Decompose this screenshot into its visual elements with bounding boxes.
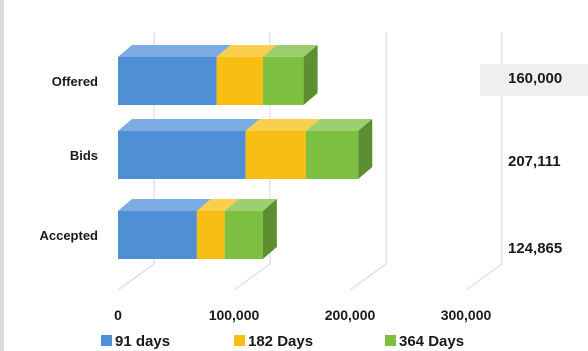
bar-segment	[263, 45, 318, 105]
legend-item: 91 days	[101, 333, 170, 350]
legend-item: 182 Days	[234, 333, 313, 350]
x-tick-label: 100,000	[209, 307, 260, 323]
total-label: 124,865	[508, 240, 562, 257]
bar-segment	[118, 45, 231, 105]
bar-segment	[305, 119, 373, 179]
bar-segment	[118, 199, 211, 259]
bar-segment	[196, 199, 239, 259]
bar-segment	[245, 119, 320, 179]
gridlines	[117, 32, 503, 291]
gridline	[465, 32, 503, 291]
total-label: 207,111	[508, 153, 561, 170]
x-tick-label: 300,000	[441, 307, 492, 323]
category-label: Bids	[70, 148, 98, 163]
x-tick-label: 200,000	[325, 307, 376, 323]
bar-segment	[224, 199, 277, 259]
legend-swatch	[101, 335, 112, 346]
gridline	[349, 32, 387, 291]
legend-label: 182 Days	[248, 333, 313, 350]
legend-swatch	[385, 335, 396, 346]
legend-label: 91 days	[115, 333, 170, 350]
bars-group	[118, 45, 373, 259]
category-label: Offered	[52, 74, 98, 89]
gridline	[233, 32, 271, 291]
x-axis-tick-labels: 0 100,000 200,000 300,000	[114, 307, 491, 323]
legend-swatch	[234, 335, 245, 346]
category-label: Accepted	[39, 228, 98, 243]
bar-segment	[118, 119, 260, 179]
x-tick-label: 0	[114, 307, 122, 323]
bar-segment	[216, 45, 277, 105]
legend-label: 364 Days	[399, 333, 464, 350]
gridline	[117, 32, 155, 291]
legend: 91 days 182 Days 364 Days	[101, 333, 464, 350]
total-highlight	[480, 64, 588, 96]
total-label: 160,000	[508, 70, 562, 87]
legend-item: 364 Days	[385, 333, 464, 350]
left-edge-strip	[0, 0, 4, 351]
total-labels: 160,000 207,111 124,865	[480, 64, 588, 257]
category-labels: Offered Bids Accepted	[39, 74, 98, 243]
